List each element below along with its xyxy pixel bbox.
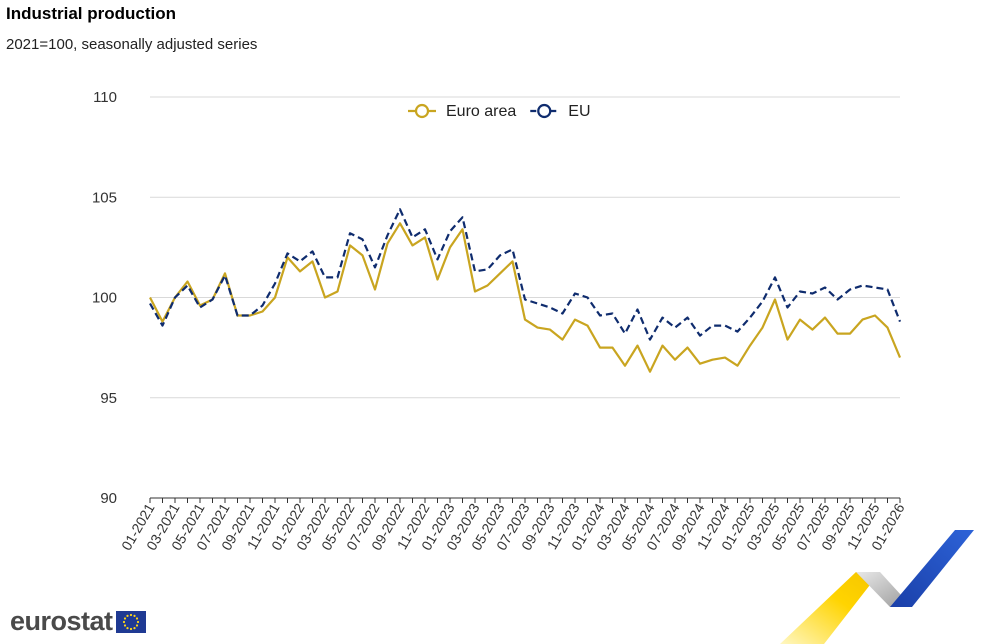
eurostat-logo: eurostat bbox=[10, 606, 146, 637]
legend-label-eu: EU bbox=[568, 103, 590, 120]
eu-flag-icon bbox=[115, 610, 146, 633]
series-lines bbox=[149, 208, 902, 373]
chart-title: Industrial production bbox=[6, 4, 176, 23]
series-line-euro-area[interactable] bbox=[149, 222, 902, 373]
decorative-stripes bbox=[780, 530, 974, 644]
y-axis: 90 95 100 105 110 bbox=[92, 89, 117, 507]
chart-subtitle: 2021=100, seasonally adjusted series bbox=[6, 36, 258, 53]
y-tick-label: 90 bbox=[100, 490, 117, 507]
legend-label-euro-area: Euro area bbox=[446, 103, 516, 120]
legend-marker-euro-area bbox=[414, 103, 430, 119]
y-tick-label: 110 bbox=[93, 89, 117, 106]
logo-text: eurostat bbox=[10, 606, 113, 636]
series-line-eu[interactable] bbox=[149, 208, 902, 341]
y-tick-label: 105 bbox=[92, 189, 117, 206]
legend[interactable]: Euro area EU bbox=[408, 103, 591, 120]
legend-marker-eu bbox=[537, 103, 552, 119]
legend-item-euro-area[interactable]: Euro area bbox=[408, 103, 516, 120]
y-tick-label: 95 bbox=[100, 390, 117, 407]
y-tick-label: 100 bbox=[92, 290, 117, 307]
legend-item-eu[interactable]: EU bbox=[530, 103, 591, 120]
